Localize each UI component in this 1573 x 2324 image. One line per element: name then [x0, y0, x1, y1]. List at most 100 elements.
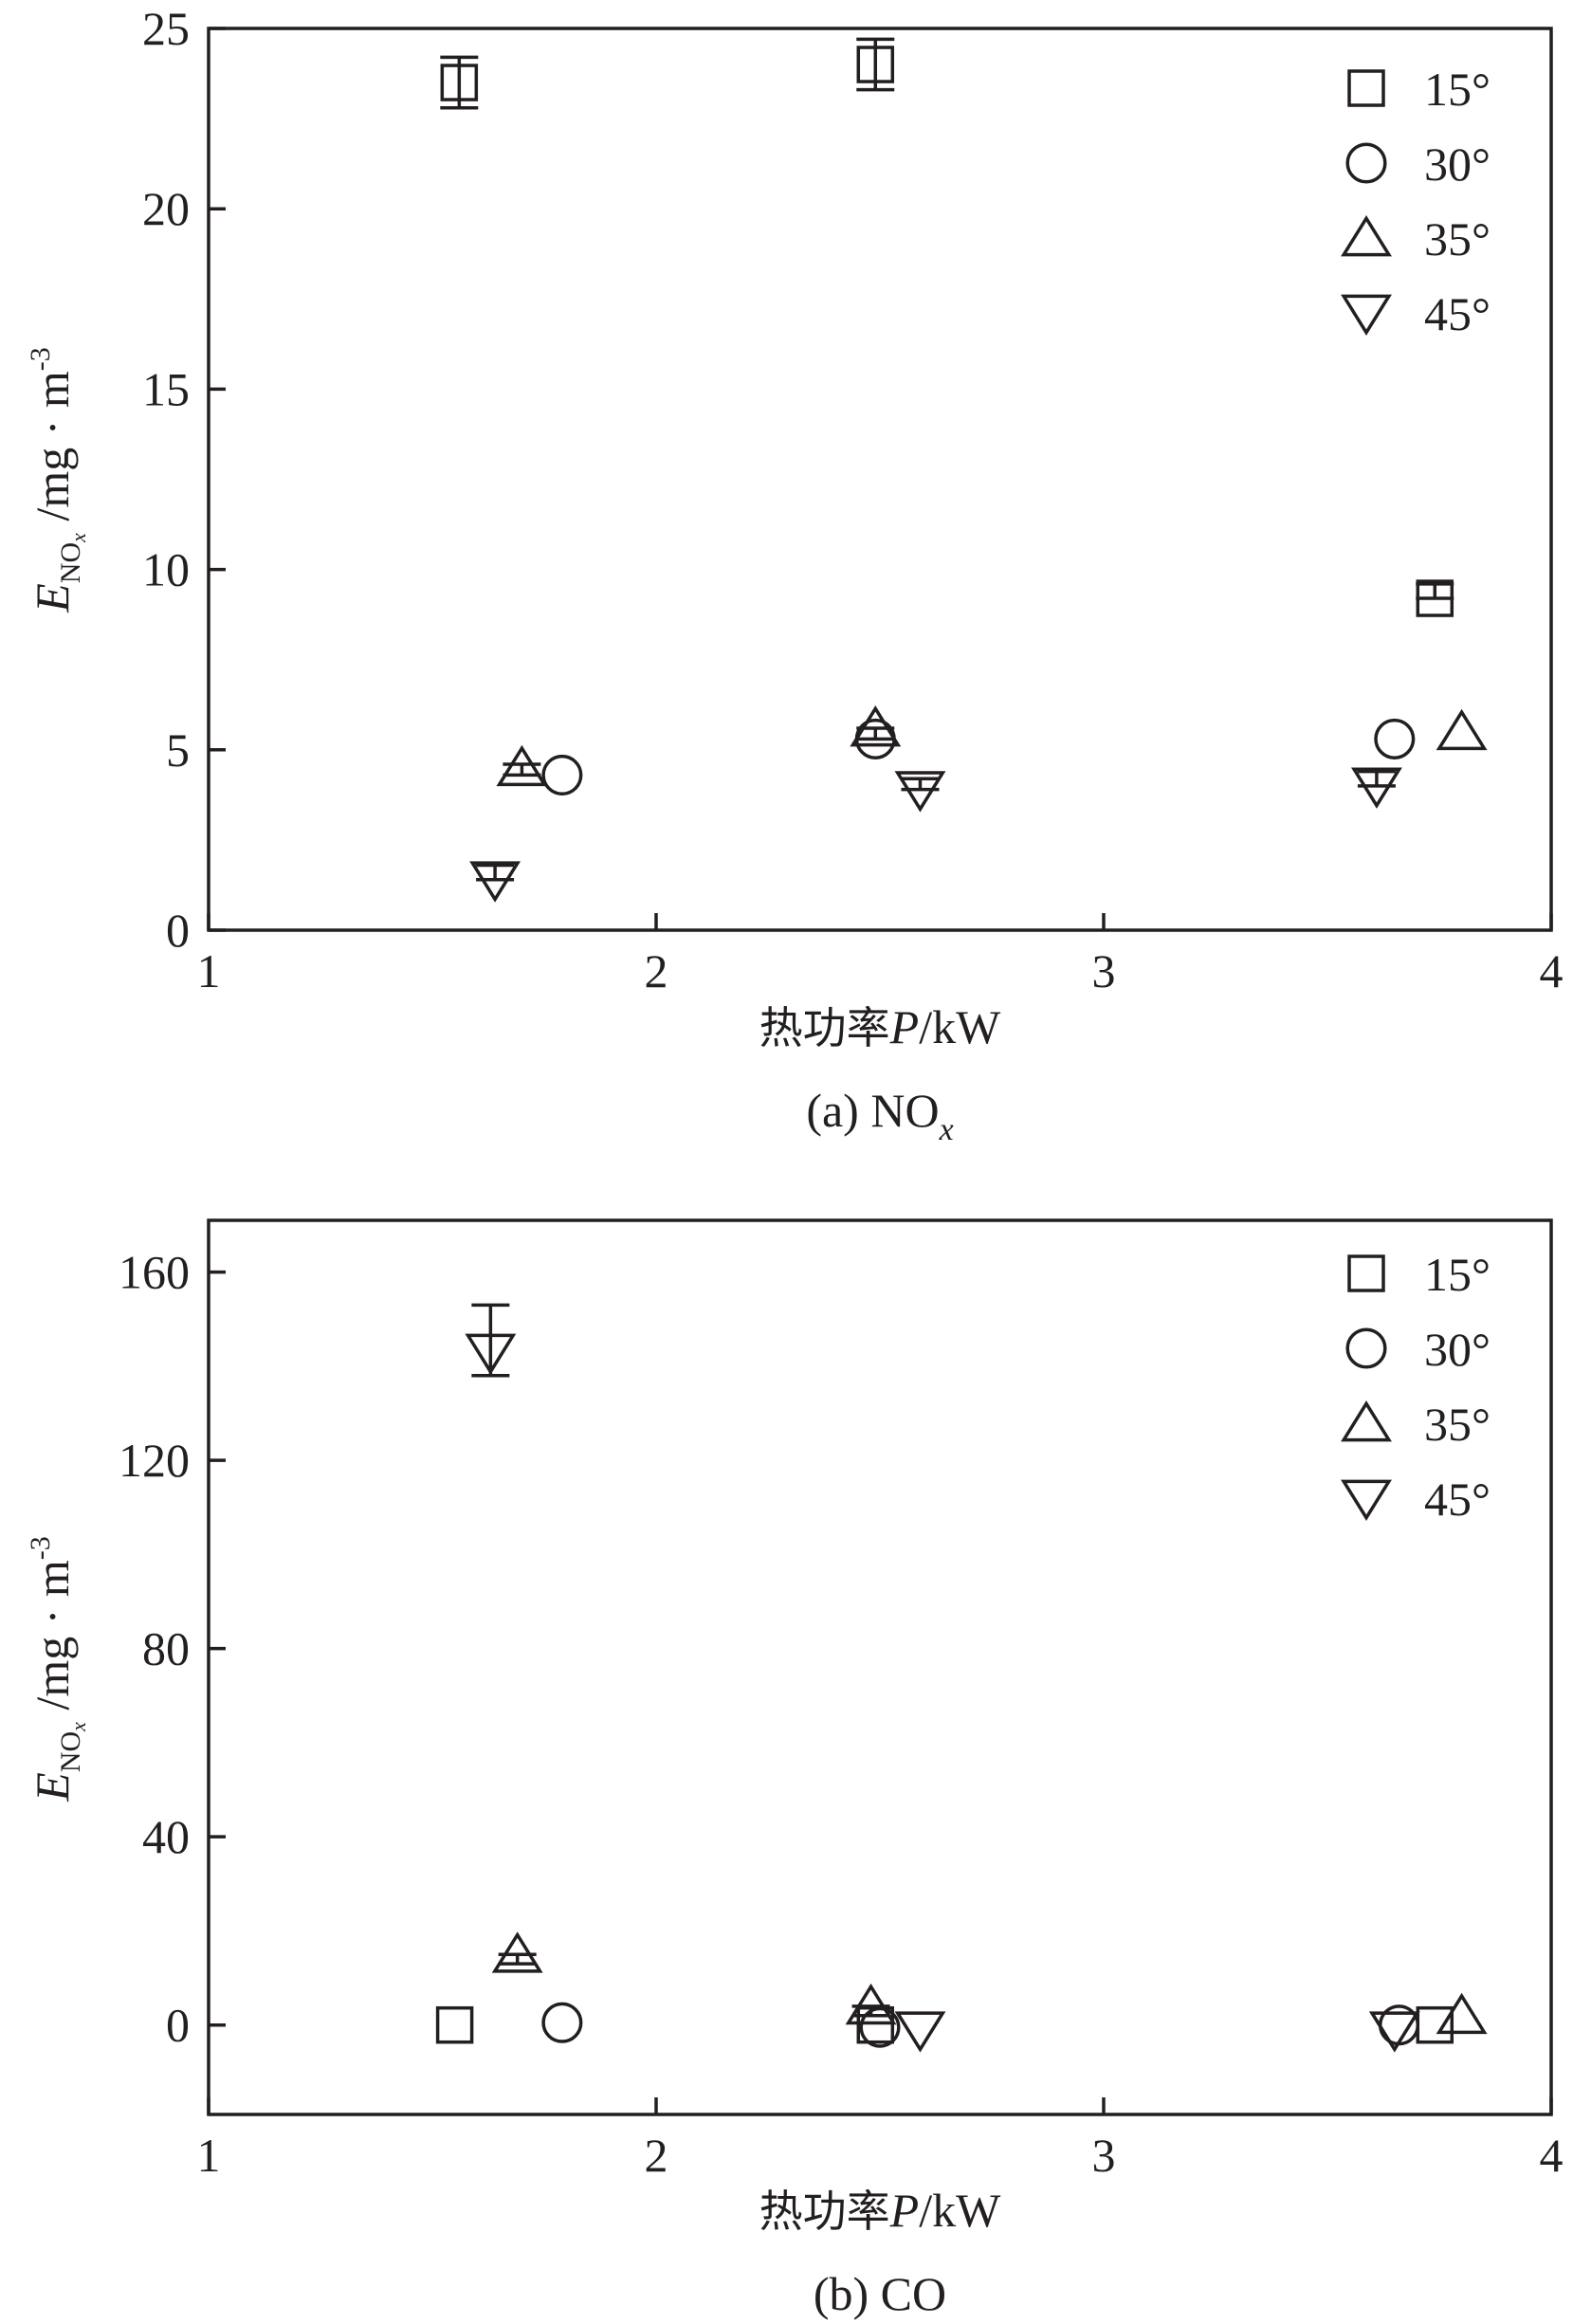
x-axis-title-variable: P [889, 2184, 920, 2237]
legend-label: 15° [1424, 63, 1491, 116]
y-tick-label: 15 [142, 362, 190, 415]
y-tick-label: 20 [142, 182, 190, 235]
x-tick-label: 1 [197, 2129, 221, 2182]
data-point-triangle-down [894, 771, 946, 813]
data-point-triangle-up [845, 1983, 897, 2025]
data-point-triangle-up [850, 705, 902, 747]
legend-marker-triangle-up [1341, 214, 1392, 257]
y-axis-title-main: E [26, 1772, 79, 1802]
y-axis-title: ENOx /mg · m-3 [25, 347, 90, 613]
legend-label: 35° [1424, 212, 1491, 265]
x-axis-title-prefix: 热功率 [759, 1002, 890, 1053]
legend-marker-square [1347, 69, 1385, 107]
x-tick-label: 4 [1540, 944, 1564, 997]
data-point-circle [1374, 718, 1416, 759]
y-axis-title-sup: -3 [25, 1536, 56, 1560]
data-point-square [1416, 579, 1454, 617]
data-point-square [1416, 2005, 1454, 2044]
data-point-circle [541, 754, 583, 796]
panel-caption: (a) NOx [806, 1084, 953, 1147]
legend-marker-circle [1345, 142, 1387, 184]
x-tick-label: 3 [1092, 944, 1116, 997]
series-square [435, 2005, 1454, 2044]
y-axis-title-subsub: x [66, 1722, 90, 1732]
series-triangle-down [465, 1303, 1420, 2053]
y-axis-title-main: E [26, 583, 79, 613]
legend-marker-square [1347, 1254, 1385, 1292]
y-axis-title: ENOx /mg · m-3 [25, 1536, 90, 1802]
data-point-triangle-up [1436, 708, 1488, 751]
x-axis-title-prefix: 热功率 [759, 2186, 890, 2237]
plot-frame [207, 27, 1553, 932]
legend-item: 30° [1345, 1323, 1491, 1376]
y-axis-title-sup: -3 [25, 347, 56, 371]
legend-item: 15° [1347, 63, 1491, 116]
x-tick-label: 4 [1540, 2129, 1564, 2182]
x-tick-label: 1 [197, 944, 221, 997]
data-point-triangle-down [469, 861, 521, 903]
x-axis-title: 热功率P/kW [759, 1000, 1001, 1053]
data-point-square [856, 46, 895, 83]
data-point-triangle-up [491, 1931, 543, 1973]
y-axis-title-sub: NO [55, 1731, 86, 1772]
data-point-triangle-down [1350, 767, 1402, 809]
legend-item: 30° [1345, 137, 1491, 191]
series-circle [541, 718, 1416, 796]
legend-marker-triangle-up [1341, 1400, 1392, 1442]
data-point-triangle-up [1436, 1992, 1488, 2035]
series-triangle-up [496, 705, 1488, 787]
legend-label: 15° [1424, 1248, 1491, 1301]
x-tick-label: 2 [645, 944, 668, 997]
y-tick-label: 5 [166, 723, 190, 777]
data-point-circle [541, 2002, 583, 2043]
series-triangle-up [491, 1931, 1488, 2035]
y-tick-label: 80 [142, 1622, 190, 1675]
x-axis-title-variable: P [889, 1000, 920, 1053]
y-axis-title-subsub: x [66, 533, 90, 543]
y-axis-title-sub: NO [55, 542, 86, 583]
y-tick-label: 10 [142, 543, 190, 596]
data-point-triangle-down [1368, 2011, 1420, 2053]
series-square [440, 37, 1454, 617]
caption-prefix: (b) CO [814, 2267, 946, 2320]
panel-caption: (b) CO [814, 2267, 946, 2320]
legend-item: 15° [1347, 1248, 1491, 1301]
caption-sub: x [939, 1112, 954, 1147]
series-triangle-down [469, 767, 1402, 903]
legend-item: 45° [1341, 287, 1491, 340]
legend-marker-circle [1345, 1327, 1387, 1369]
x-axis-title-unit: /kW [919, 2184, 1001, 2237]
y-axis-title-unit: /mg · m [26, 371, 79, 533]
y-tick-label: 0 [166, 904, 190, 957]
legend-item: 45° [1341, 1473, 1491, 1526]
legend-label: 30° [1424, 137, 1491, 191]
y-tick-label: 25 [142, 2, 190, 55]
data-point-triangle-down [465, 1333, 517, 1375]
data-point-square [435, 2005, 474, 2044]
series-circle [541, 2002, 1420, 2048]
data-point-circle [859, 2006, 901, 2048]
data-point-square [440, 64, 479, 101]
y-tick-label: 0 [166, 1999, 190, 2052]
y-tick-label: 160 [119, 1246, 190, 1299]
legend-label: 35° [1424, 1398, 1491, 1451]
legend-marker-triangle-down [1341, 1479, 1392, 1522]
y-tick-label: 120 [119, 1434, 190, 1487]
data-point-triangle-up [496, 744, 548, 787]
legend-marker-triangle-down [1341, 294, 1392, 337]
x-tick-label: 3 [1092, 2129, 1116, 2182]
caption-prefix: (a) NO [806, 1084, 939, 1137]
legend-label: 45° [1424, 287, 1491, 340]
x-tick-label: 2 [645, 2129, 668, 2182]
legend-label: 30° [1424, 1323, 1491, 1376]
legend-item: 35° [1341, 212, 1491, 265]
data-point-triangle-down [894, 2011, 946, 2053]
x-axis-title-unit: /kW [919, 1000, 1001, 1053]
legend-item: 35° [1341, 1398, 1491, 1451]
legend-label: 45° [1424, 1473, 1491, 1526]
y-tick-label: 40 [142, 1810, 190, 1863]
x-axis-title: 热功率P/kW [759, 2184, 1001, 2237]
